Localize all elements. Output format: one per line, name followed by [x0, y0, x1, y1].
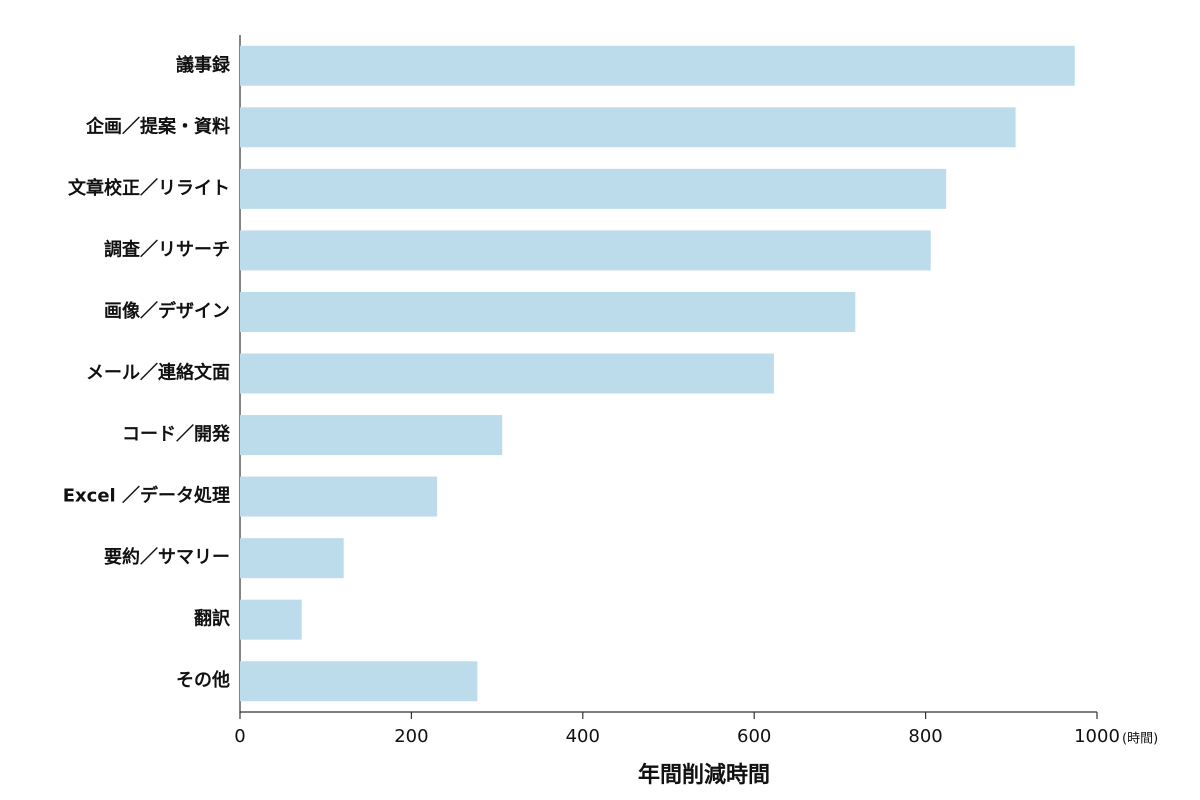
y-tick-label: 議事録: [176, 54, 231, 76]
x-tick-label: 800: [908, 726, 942, 747]
x-axis-title: 年間削減時間: [638, 762, 770, 788]
bar: [240, 476, 438, 517]
bar: [240, 291, 856, 332]
y-tick-label: Excel ／データ処理: [63, 485, 230, 507]
bar: [240, 107, 1016, 148]
bar: [240, 168, 947, 209]
y-tick-label: 要約／サマリー: [104, 546, 230, 568]
y-tick-label: その他: [176, 669, 230, 691]
bar: [240, 353, 774, 394]
y-tick-label: コード／開発: [122, 423, 231, 445]
bar: [240, 230, 931, 271]
y-tick-label: 翻訳: [194, 608, 231, 630]
y-tick-label: 企画／提案・資料: [85, 115, 230, 137]
x-unit: (時間): [1122, 732, 1158, 747]
y-tick-label: 画像／デザイン: [104, 300, 230, 322]
x-tick-label: 600: [737, 726, 771, 747]
bar: [240, 415, 503, 456]
bar: [240, 599, 302, 640]
y-tick-label: 調査／リサーチ: [104, 238, 230, 260]
bar: [240, 45, 1075, 86]
x-tick-label: 1000: [1074, 726, 1120, 747]
x-tick-label: 0: [234, 726, 245, 747]
bar: [240, 661, 478, 702]
x-tick-label: 200: [394, 726, 428, 747]
x-tick-label: 400: [566, 726, 600, 747]
y-tick-label: 文章校正／リライト: [68, 177, 230, 199]
bar: [240, 538, 344, 579]
y-tick-label: メール／連絡文面: [86, 362, 230, 384]
